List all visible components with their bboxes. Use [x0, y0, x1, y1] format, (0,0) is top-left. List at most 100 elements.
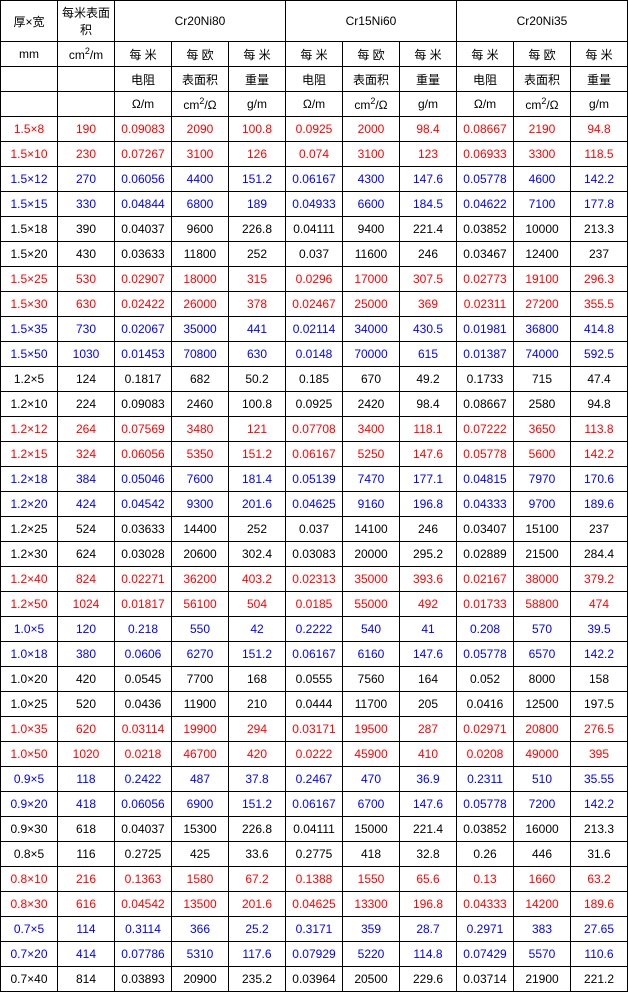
- table-row: 1.5×122700.060564400151.20.061674300147.…: [1, 167, 628, 192]
- table-cell: 1.2×12: [1, 417, 58, 442]
- table-cell: 0.04933: [286, 192, 343, 217]
- table-cell: 1.2×15: [1, 442, 58, 467]
- label-weight-3: 重量: [571, 67, 628, 92]
- sub-per-ohm-2b: 每 欧: [343, 42, 400, 67]
- table-cell: 184.5: [400, 192, 457, 217]
- label-surface-2: 表面积: [343, 67, 400, 92]
- table-cell: 126: [229, 142, 286, 167]
- table-cell: 49000: [514, 742, 571, 767]
- table-cell: 0.0436: [115, 692, 172, 717]
- table-cell: 0.06167: [286, 792, 343, 817]
- table-cell: 1.5×8: [1, 117, 58, 142]
- table-cell: 45900: [343, 742, 400, 767]
- table-cell: 224: [58, 392, 115, 417]
- table-cell: 0.07569: [115, 417, 172, 442]
- table-row: 0.8×51160.272542533.60.277541832.80.2644…: [1, 842, 628, 867]
- table-cell: 94.8: [571, 117, 628, 142]
- table-cell: 0.1733: [457, 367, 514, 392]
- unit-g-m-3: g/m: [571, 92, 628, 117]
- table-cell: 226.8: [229, 817, 286, 842]
- table-row: 1.0×356200.03114199002940.03171195002870…: [1, 717, 628, 742]
- table-cell: 100.8: [229, 117, 286, 142]
- table-cell: 8000: [514, 667, 571, 692]
- table-cell: 121: [229, 417, 286, 442]
- table-cell: 410: [400, 742, 457, 767]
- table-cell: 0.07786: [115, 942, 172, 967]
- table-cell: 0.3171: [286, 917, 343, 942]
- table-row: 1.0×51200.218550420.2222540410.20857039.…: [1, 617, 628, 642]
- table-cell: 0.07222: [457, 417, 514, 442]
- label-weight-2: 重量: [400, 67, 457, 92]
- table-cell: 0.9×30: [1, 817, 58, 842]
- table-cell: 216: [58, 867, 115, 892]
- table-cell: 276.5: [571, 717, 628, 742]
- table-cell: 0.7×20: [1, 942, 58, 967]
- table-row: 1.0×204200.054577001680.055575601640.052…: [1, 667, 628, 692]
- table-cell: 230: [58, 142, 115, 167]
- table-cell: 110.6: [571, 942, 628, 967]
- table-cell: 5310: [172, 942, 229, 967]
- table-cell: 2000: [343, 117, 400, 142]
- sub-per-meter-2a: 每 米: [286, 42, 343, 67]
- sub-per-ohm-3b: 每 欧: [514, 42, 571, 67]
- table-cell: 2420: [343, 392, 400, 417]
- blank: [1, 92, 58, 117]
- table-cell: 67.2: [229, 867, 286, 892]
- table-cell: 1030: [58, 342, 115, 367]
- table-cell: 0.07929: [286, 942, 343, 967]
- table-cell: 0.0444: [286, 692, 343, 717]
- table-row: 1.5×306300.02422260003780.02467250003690…: [1, 292, 628, 317]
- table-row: 0.8×102160.1363158067.20.1388155065.60.1…: [1, 867, 628, 892]
- table-cell: 35000: [172, 317, 229, 342]
- table-cell: 4400: [172, 167, 229, 192]
- table-row: 1.5×153300.0484468001890.049336600184.50…: [1, 192, 628, 217]
- table-row: 1.2×122640.0756934801210.077083400118.10…: [1, 417, 628, 442]
- table-cell: 615: [400, 342, 457, 367]
- table-cell: 0.03114: [115, 717, 172, 742]
- table-cell: 116: [58, 842, 115, 867]
- table-cell: 0.2725: [115, 842, 172, 867]
- table-cell: 0.08667: [457, 117, 514, 142]
- table-cell: 19100: [514, 267, 571, 292]
- table-cell: 1.2×10: [1, 392, 58, 417]
- table-cell: 7970: [514, 467, 571, 492]
- table-cell: 492: [400, 592, 457, 617]
- table-cell: 0.03852: [457, 217, 514, 242]
- header-thickness-width: 厚×宽: [1, 1, 58, 42]
- table-cell: 19500: [343, 717, 400, 742]
- table-cell: 0.03083: [286, 542, 343, 567]
- table-cell: 0.04815: [457, 467, 514, 492]
- table-cell: 0.05139: [286, 467, 343, 492]
- table-cell: 425: [172, 842, 229, 867]
- table-cell: 11700: [343, 692, 400, 717]
- table-row: 0.7×408140.0389320900235.20.039642050022…: [1, 967, 628, 992]
- table-row: 1.5×5010300.01453708006300.0148700006150…: [1, 342, 628, 367]
- table-cell: 0.06056: [115, 167, 172, 192]
- table-cell: 27200: [514, 292, 571, 317]
- table-cell: 0.03028: [115, 542, 172, 567]
- table-cell: 0.02422: [115, 292, 172, 317]
- table-cell: 1.0×50: [1, 742, 58, 767]
- table-cell: 1.0×18: [1, 642, 58, 667]
- table-cell: 0.0416: [457, 692, 514, 717]
- table-cell: 70000: [343, 342, 400, 367]
- table-cell: 3400: [343, 417, 400, 442]
- table-cell: 246: [400, 242, 457, 267]
- table-cell: 20800: [514, 717, 571, 742]
- table-cell: 1.5×20: [1, 242, 58, 267]
- table-cell: 0.04037: [115, 217, 172, 242]
- spec-table: 厚×宽 每米表面积 Cr20Ni80 Cr15Ni60 Cr20Ni35 mm …: [0, 0, 628, 992]
- table-cell: 15000: [343, 817, 400, 842]
- table-row: 1.2×204240.045429300201.60.046259160196.…: [1, 492, 628, 517]
- table-cell: 7600: [172, 467, 229, 492]
- table-cell: 0.0555: [286, 667, 343, 692]
- table-cell: 39.5: [571, 617, 628, 642]
- table-cell: 0.03852: [457, 817, 514, 842]
- table-cell: 1024: [58, 592, 115, 617]
- table-cell: 446: [514, 842, 571, 867]
- table-cell: 383: [514, 917, 571, 942]
- table-cell: 0.04625: [286, 492, 343, 517]
- table-cell: 5250: [343, 442, 400, 467]
- table-cell: 0.0222: [286, 742, 343, 767]
- table-cell: 6160: [343, 642, 400, 667]
